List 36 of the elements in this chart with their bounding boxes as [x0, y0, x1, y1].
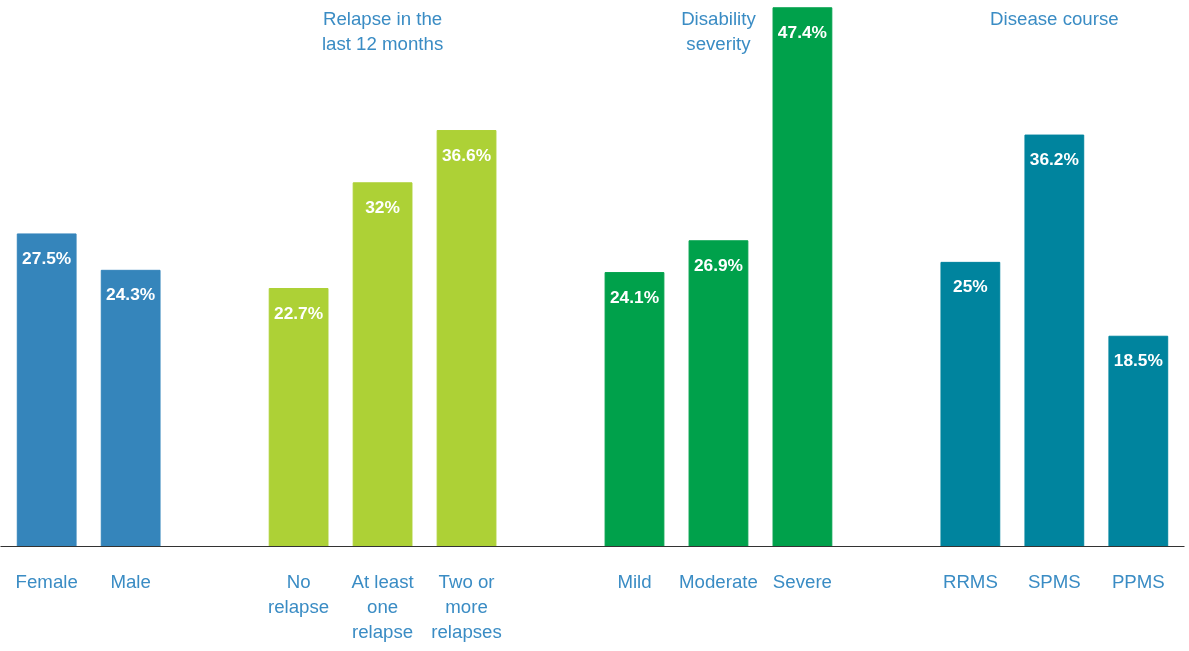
x-tick-label: Mild: [617, 570, 652, 592]
data-label: 24.1%: [609, 286, 660, 307]
bar: [1108, 335, 1169, 547]
x-tick-label: Moderate: [679, 570, 758, 592]
x-tick-label: Male: [110, 570, 151, 592]
bar: [268, 288, 329, 547]
bar: [100, 269, 161, 547]
data-label: 24.3%: [106, 284, 156, 305]
data-label: 36.2%: [1029, 149, 1079, 170]
x-tick-label: Two or more relapses: [431, 570, 502, 642]
data-label: 27.5%: [22, 247, 72, 268]
bar: [352, 182, 413, 547]
data-label: 36.6%: [441, 144, 492, 165]
annotation: Disability severity: [681, 7, 757, 54]
data-label: 25%: [953, 276, 988, 297]
data-label: 32%: [365, 196, 400, 217]
data-label: 22.7%: [274, 302, 324, 323]
x-tick-label: At least one relapse: [351, 570, 415, 642]
x-tick-label: Severe: [772, 570, 832, 592]
bar: [1024, 134, 1085, 547]
x-tick-label: No relapse: [268, 570, 330, 617]
annotation: Disease course: [990, 7, 1119, 29]
annotation: Relapse in the last 12 months: [321, 7, 444, 54]
bar: [604, 272, 665, 547]
x-tick-label: PPMS: [1111, 570, 1165, 592]
bar: [436, 130, 497, 547]
data-label: 26.9%: [693, 254, 744, 275]
bar: [688, 240, 749, 547]
x-tick-label: Female: [15, 570, 78, 592]
data-label: 18.5%: [1113, 350, 1163, 371]
data-label: 47.4%: [777, 21, 827, 42]
bar: [16, 233, 77, 547]
bar: [772, 7, 833, 547]
bar: [940, 261, 1001, 547]
x-tick-label: SPMS: [1027, 570, 1081, 592]
x-tick-label: RRMS: [942, 570, 998, 592]
